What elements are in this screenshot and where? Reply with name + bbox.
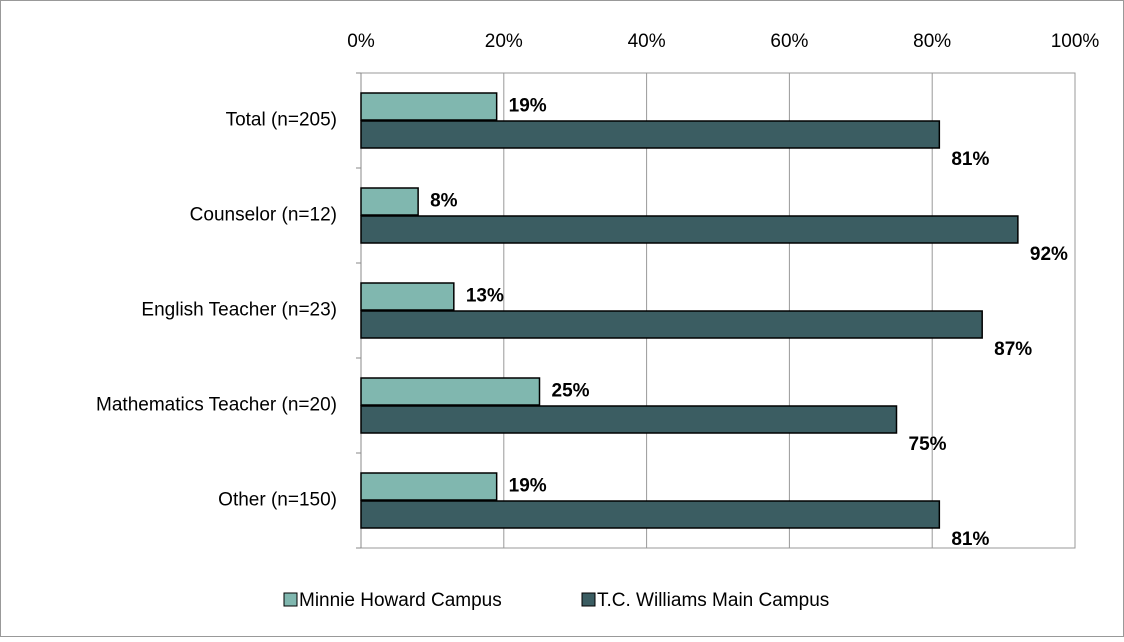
value-label: 92% [1030,244,1068,265]
bar [360,500,941,529]
value-label: 8% [430,191,458,212]
value-label: 19% [509,96,547,117]
bar [360,215,1019,244]
x-tick-label: 20% [485,31,523,52]
y-tick-label: Other (n=150) [218,490,337,511]
x-tick-label: 80% [913,31,951,52]
value-label: 81% [951,529,989,550]
bar [360,92,498,121]
legend-label: Minnie Howard Campus [299,590,502,611]
legend-swatch [283,592,298,607]
value-label: 19% [509,476,547,497]
value-label: 75% [909,434,947,455]
value-label: 87% [994,339,1032,360]
y-tick-label: English Teacher (n=23) [141,300,337,321]
legend-swatch [581,592,596,607]
bar [360,377,541,406]
bar [360,120,941,149]
y-tick-label: Total (n=205) [226,110,337,131]
bar [360,187,419,216]
y-tick-label: Mathematics Teacher (n=20) [96,395,337,416]
bar [360,282,455,311]
bar [360,405,898,434]
bar [360,310,983,339]
y-tick-label: Counselor (n=12) [190,205,337,226]
x-tick-label: 40% [628,31,666,52]
value-label: 25% [552,381,590,402]
bar [360,472,498,501]
value-label: 81% [951,149,989,170]
value-label: 13% [466,286,504,307]
x-tick-label: 60% [770,31,808,52]
x-tick-label: 100% [1051,31,1100,52]
x-tick-label: 0% [347,31,375,52]
legend-label: T.C. Williams Main Campus [597,590,829,611]
